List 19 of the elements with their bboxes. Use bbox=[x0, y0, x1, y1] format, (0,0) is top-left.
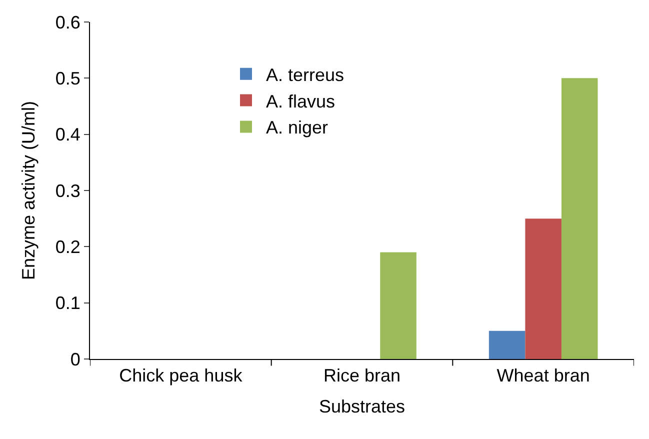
x-tick-label: Wheat bran bbox=[496, 366, 590, 386]
y-tick-label: 0.3 bbox=[55, 180, 80, 201]
bar bbox=[380, 252, 416, 359]
y-tick-label: 0 bbox=[70, 349, 80, 370]
bar bbox=[525, 218, 562, 359]
y-tick-label: 0.4 bbox=[55, 124, 80, 145]
y-tick-label: 0.5 bbox=[55, 68, 80, 88]
bar bbox=[488, 330, 526, 359]
legend-label: A. niger bbox=[266, 118, 328, 138]
legend-label: A. terreus bbox=[266, 64, 344, 85]
y-tick-label: 0.6 bbox=[55, 12, 80, 32]
x-axis-title: Substrates bbox=[318, 396, 406, 417]
y-tick-label: 0.2 bbox=[55, 236, 80, 257]
x-tick-label: Chick pea husk bbox=[119, 366, 244, 386]
bar bbox=[561, 78, 598, 359]
x-tick-label: Rice bran bbox=[323, 366, 401, 386]
y-axis-title: Enzyme activity (U/ml) bbox=[18, 100, 39, 280]
y-tick-label: 0.1 bbox=[55, 293, 80, 314]
legend-label: A. flavus bbox=[266, 91, 336, 112]
